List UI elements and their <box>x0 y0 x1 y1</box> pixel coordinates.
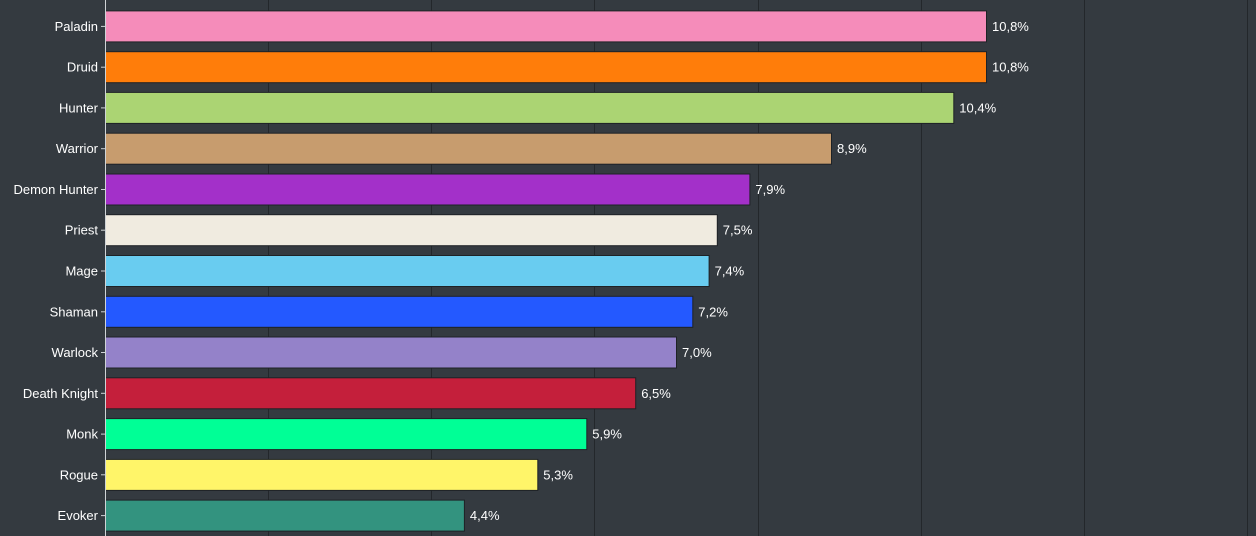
value-label: 10,4% <box>959 100 996 115</box>
category-label: Mage <box>65 264 98 279</box>
value-label: 7,5% <box>723 223 753 238</box>
category-label: Death Knight <box>23 386 99 401</box>
bars <box>105 10 987 532</box>
category-label: Paladin <box>55 19 98 34</box>
category-label: Priest <box>65 223 99 238</box>
bar-warlock[interactable] <box>105 336 677 369</box>
bar-evoker[interactable] <box>105 499 465 532</box>
bar-death-knight[interactable] <box>105 377 637 410</box>
category-label: Warrior <box>56 141 99 156</box>
bar-warrior[interactable] <box>105 132 832 165</box>
value-label: 8,9% <box>837 141 867 156</box>
bar-mage[interactable] <box>105 255 710 287</box>
category-label: Warlock <box>52 345 99 360</box>
value-label: 10,8% <box>992 19 1029 34</box>
category-label: Shaman <box>50 304 98 319</box>
value-label: 5,9% <box>592 427 622 442</box>
bar-rogue[interactable] <box>105 458 539 491</box>
bar-hunter[interactable] <box>105 91 955 124</box>
value-label: 7,2% <box>698 304 728 319</box>
value-label: 7,0% <box>682 345 712 360</box>
category-label: Evoker <box>58 508 99 523</box>
value-label: 5,3% <box>543 467 573 482</box>
value-label: 10,8% <box>992 60 1029 75</box>
value-label: 6,5% <box>641 386 671 401</box>
category-label: Druid <box>67 60 98 75</box>
category-label: Monk <box>66 427 98 442</box>
value-label: 4,4% <box>470 508 500 523</box>
bar-priest[interactable] <box>105 214 718 247</box>
bar-shaman[interactable] <box>105 295 694 328</box>
value-label: 7,4% <box>715 264 745 279</box>
labels: Paladin 10,8% Druid 10,8% Hunter 10,4% Warrior… <box>13 19 1029 523</box>
category-label: Hunter <box>59 100 99 115</box>
bar-druid[interactable] <box>105 51 987 84</box>
bar-paladin[interactable] <box>105 10 987 43</box>
value-label: 7,9% <box>755 182 785 197</box>
bar-monk[interactable] <box>105 418 588 451</box>
category-label: Rogue <box>60 467 98 482</box>
bar-demon-hunter[interactable] <box>105 173 751 206</box>
category-label: Demon Hunter <box>13 182 98 197</box>
